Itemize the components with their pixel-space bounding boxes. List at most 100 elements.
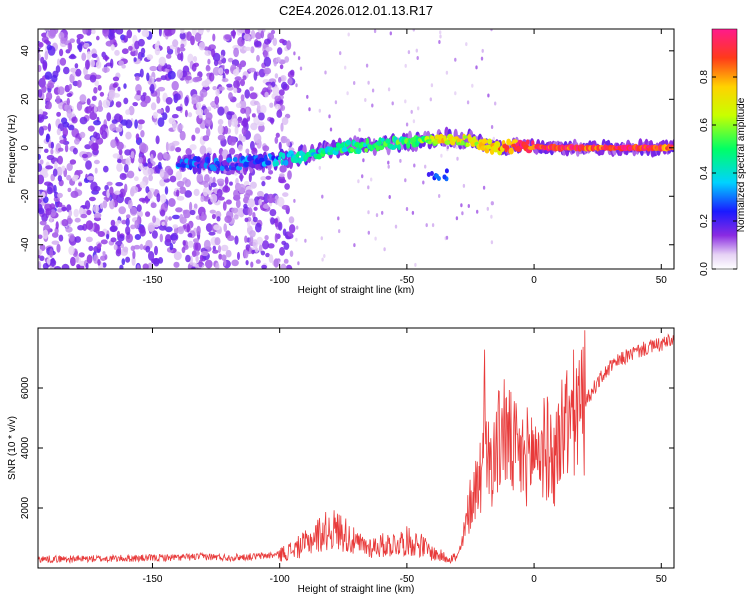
- heatmap-noise-cell: [171, 80, 179, 91]
- heatmap-noise-cell: [43, 39, 50, 44]
- heatmap-noise-cell: [253, 133, 262, 144]
- heatmap-noise-cell: [445, 235, 449, 240]
- heatmap-noise-cell: [248, 67, 256, 73]
- heatmap-noise-cell: [93, 212, 102, 219]
- heatmap-noise-cell: [257, 102, 261, 111]
- heatmap-noise-cell: [44, 148, 49, 153]
- heatmap-noise-cell: [417, 106, 420, 111]
- heatmap-noise-cell: [159, 209, 166, 217]
- heatmap-noise-cell: [212, 249, 219, 254]
- heatmap-noise-cell: [239, 99, 247, 110]
- heatmap-noise-cell: [189, 201, 193, 212]
- heatmap-signal-cell: [508, 147, 514, 155]
- heatmap-noise-cell: [61, 206, 67, 212]
- heatmap-noise-cell: [412, 29, 415, 32]
- heatmap-noise-cell: [102, 29, 110, 37]
- heatmap-noise-cell: [280, 104, 286, 111]
- heatmap-noise-cell: [476, 209, 479, 214]
- heatmap-noise-cell: [250, 122, 258, 131]
- heatmap-noise-cell: [38, 260, 42, 269]
- heatmap-noise-cell: [171, 114, 179, 119]
- heatmap-noise-cell: [235, 199, 241, 208]
- heatmap-noise-cell: [221, 64, 225, 69]
- heatmap-noise-cell: [274, 73, 279, 79]
- heatmap-noise-cell: [304, 238, 307, 243]
- heatmap-noise-cell: [150, 202, 157, 209]
- heatmap-noise-cell: [134, 234, 142, 240]
- heatmap-noise-cell: [110, 139, 117, 149]
- heatmap-noise-cell: [371, 103, 374, 108]
- heatmap-noise-cell: [145, 186, 150, 194]
- heatmap-noise-cell: [68, 83, 72, 90]
- heatmap-signal-cell: [427, 140, 432, 145]
- heatmap-noise-cell: [215, 210, 222, 219]
- heatmap-noise-cell: [416, 56, 419, 60]
- heatmap-noise-cell: [148, 174, 154, 182]
- heatmap-noise-cell: [125, 225, 131, 236]
- heatmap-noise-cell: [177, 47, 186, 52]
- heatmap-noise-cell: [39, 159, 44, 165]
- heatmap-noise-cell: [72, 147, 78, 155]
- heatmap-noise-cell: [186, 31, 192, 41]
- heatmap-noise-cell: [227, 117, 232, 128]
- heatmap-noise-cell: [277, 47, 283, 55]
- heatmap-noise-cell: [430, 83, 434, 88]
- heatmap-noise-cell: [244, 89, 250, 99]
- heatmap-noise-cell: [135, 133, 140, 141]
- heatmap-noise-cell: [172, 121, 177, 131]
- heatmap-noise-cell: [270, 217, 275, 225]
- heatmap-noise-cell: [86, 98, 91, 106]
- heatmap-noise-cell: [137, 123, 143, 131]
- heatmap-noise-cell: [46, 44, 53, 51]
- heatmap-noise-cell: [279, 165, 287, 173]
- heatmap-noise-cell: [265, 81, 273, 86]
- heatmap-noise-cell: [145, 31, 149, 38]
- heatmap-noise-cell: [176, 180, 185, 188]
- heatmap-noise-cell: [244, 217, 249, 223]
- heatmap-noise-cell: [480, 56, 484, 61]
- heatmap-noise-cell: [337, 216, 340, 221]
- heatmap-noise-cell: [146, 72, 150, 82]
- heatmap-noise-cell: [410, 109, 413, 114]
- heatmap-noise-cell: [267, 197, 276, 202]
- heatmap-ytick-label: 20: [20, 93, 31, 105]
- heatmap-noise-cell: [231, 259, 239, 267]
- heatmap-noise-cell: [154, 245, 158, 256]
- heatmap-noise-cell: [334, 100, 338, 105]
- heatmap-noise-cell: [130, 151, 135, 159]
- heatmap-noise-cell: [93, 105, 97, 114]
- heatmap-noise-cell: [85, 262, 89, 269]
- heatmap-noise-cell: [175, 147, 182, 153]
- heatmap-xtick-label: -150: [142, 275, 162, 286]
- heatmap-noise-cell: [367, 185, 370, 190]
- heatmap-signal-cell: [444, 140, 451, 145]
- heatmap-noise-cell: [262, 145, 270, 152]
- heatmap-noise-cell: [256, 54, 260, 62]
- heatmap-noise-cell: [182, 209, 188, 215]
- heatmap-noise-cell: [245, 148, 250, 154]
- heatmap-noise-cell: [481, 48, 484, 53]
- heatmap-noise-cell: [81, 153, 88, 159]
- heatmap-noise-cell: [198, 259, 203, 268]
- heatmap-noise-cell: [164, 153, 171, 161]
- heatmap-noise-cell: [59, 57, 67, 66]
- heatmap-noise-cell: [281, 81, 288, 90]
- heatmap-noise-cell: [461, 211, 464, 216]
- heatmap-noise-cell: [61, 165, 66, 172]
- heatmap-noise-cell: [125, 214, 131, 219]
- heatmap-noise-cell: [42, 229, 49, 240]
- heatmap-signal-cell: [341, 147, 348, 153]
- heatmap-noise-cell: [46, 101, 52, 110]
- heatmap-ytick-label: -40: [20, 237, 31, 252]
- heatmap-noise-cell: [93, 87, 98, 94]
- heatmap-noise-cell: [199, 254, 204, 262]
- heatmap-noise-cell: [103, 165, 109, 173]
- heatmap-noise-cell: [129, 206, 138, 216]
- heatmap-noise-cell: [140, 94, 146, 102]
- heatmap-noise-cell: [49, 248, 54, 258]
- heatmap-noise-cell: [86, 176, 95, 181]
- heatmap-noise-cell: [55, 95, 61, 105]
- heatmap-noise-cell: [280, 122, 284, 132]
- heatmap-signal-cell: [505, 145, 510, 150]
- heatmap-noise-cell: [253, 71, 258, 81]
